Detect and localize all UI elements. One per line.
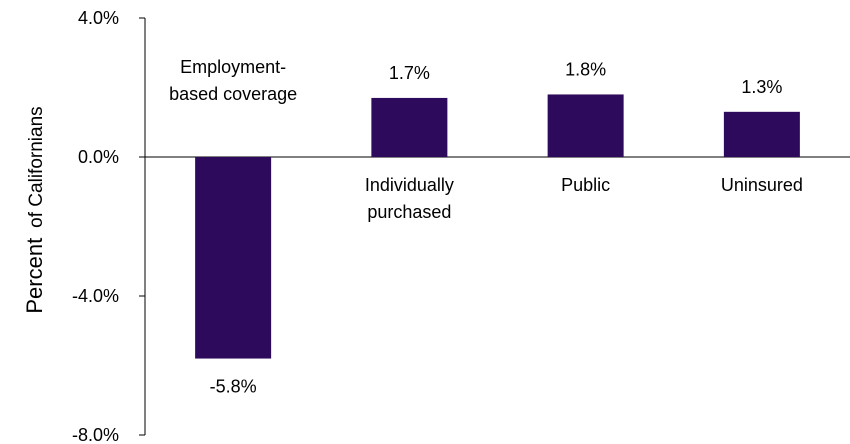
y-axis-label-rest: of Californians bbox=[26, 106, 47, 227]
category-label: Public bbox=[561, 175, 610, 195]
category-label-line: Public bbox=[561, 175, 610, 195]
category-label-line: based coverage bbox=[169, 84, 297, 104]
data-label: 1.3% bbox=[741, 77, 782, 97]
y-tick-label: 0.0% bbox=[78, 147, 119, 167]
labels: -5.8% Employment-based coverage 1.7% Indivi… bbox=[169, 57, 803, 397]
y-axis-label: Percent of Californians bbox=[22, 106, 47, 313]
data-label: -5.8% bbox=[210, 377, 257, 397]
category-label: Individually purchased bbox=[365, 175, 454, 222]
category-label: Employment-based coverage bbox=[169, 57, 297, 104]
category-label: Uninsured bbox=[721, 175, 803, 195]
category-label-line: Employment- bbox=[180, 57, 286, 77]
category-label-line: Uninsured bbox=[721, 175, 803, 195]
y-tick-label: -4.0% bbox=[72, 286, 119, 306]
bars bbox=[195, 94, 800, 359]
category-label-line: Individually bbox=[365, 175, 454, 195]
bar bbox=[723, 111, 800, 157]
data-label: 1.8% bbox=[565, 59, 606, 79]
bar bbox=[371, 97, 448, 157]
bar bbox=[547, 94, 624, 157]
category-label-line: purchased bbox=[367, 202, 451, 222]
y-axis-label-main: Percent bbox=[22, 238, 47, 314]
data-label: 1.7% bbox=[389, 63, 430, 83]
bar bbox=[195, 157, 272, 359]
y-tick-label: -8.0% bbox=[72, 425, 119, 444]
y-tick-label: 4.0% bbox=[78, 8, 119, 28]
